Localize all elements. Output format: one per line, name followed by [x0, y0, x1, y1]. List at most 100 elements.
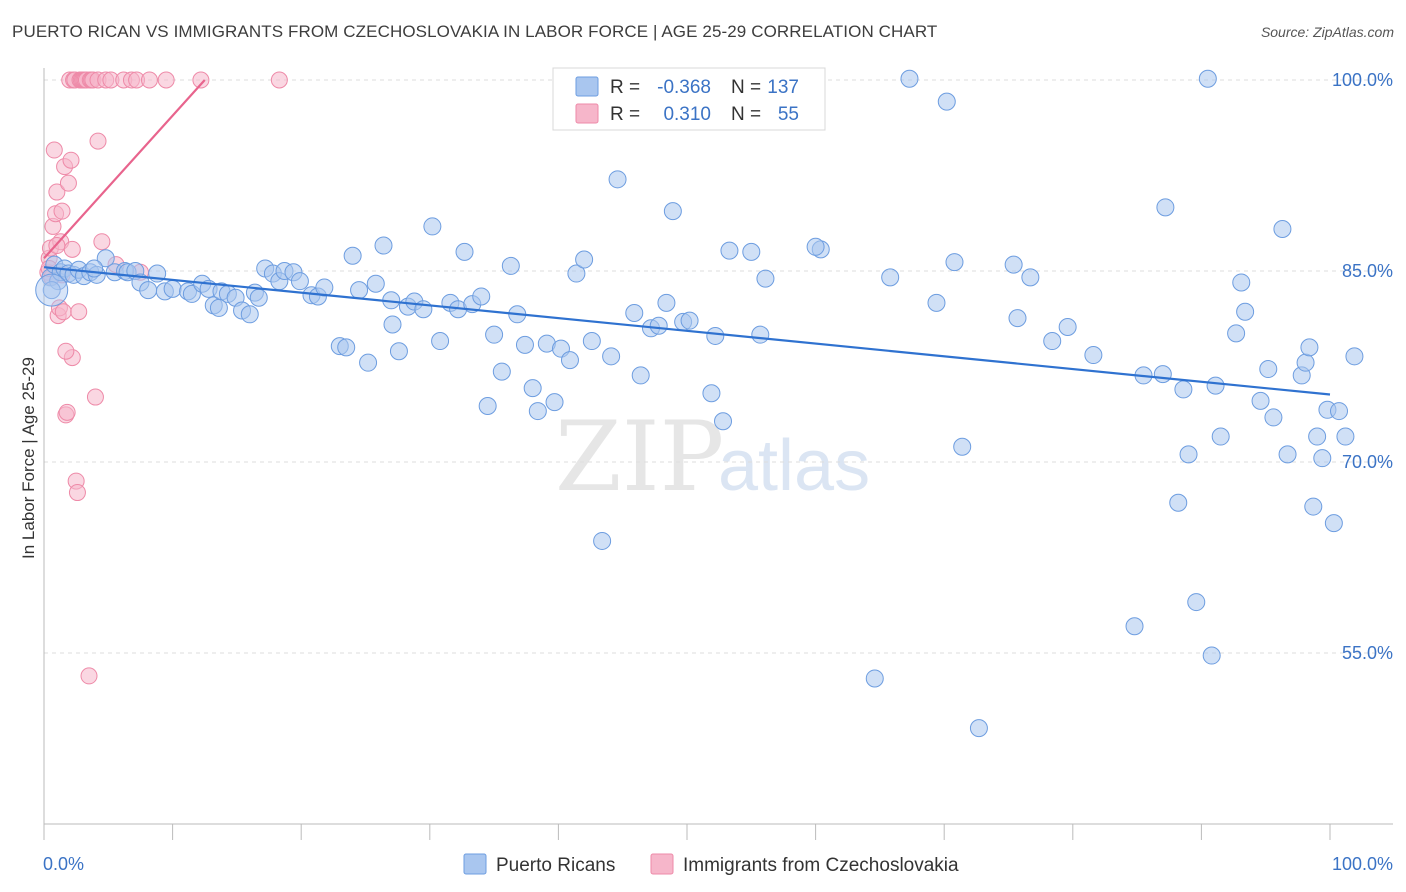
x-tick-label-max: 100.0% — [1332, 854, 1393, 874]
data-point-puerto-rican — [389, 342, 408, 361]
data-point-puerto-rican — [631, 366, 650, 385]
data-point-puerto-rican — [139, 281, 158, 300]
data-point-puerto-rican — [455, 242, 474, 261]
data-point-czechoslovakia — [86, 388, 104, 406]
data-point-puerto-rican — [1021, 268, 1040, 287]
legend-box: R = -0.368 N = 137 R = 0.310 N = 55 — [552, 67, 826, 131]
data-point-puerto-rican — [472, 287, 491, 306]
data-point-puerto-rican — [1236, 302, 1255, 321]
data-point-puerto-rican — [1259, 360, 1278, 379]
data-point-puerto-rican — [1227, 324, 1246, 343]
data-point-puerto-rican — [706, 326, 725, 345]
data-point-puerto-rican — [680, 311, 699, 330]
watermark-zip: ZIP — [555, 401, 724, 513]
data-point-puerto-rican — [249, 288, 268, 307]
bottom-legend-label-puerto-ricans: Puerto Ricans — [496, 855, 615, 876]
data-point-czechoslovakia — [53, 202, 71, 220]
data-point-puerto-rican — [582, 332, 601, 351]
data-point-puerto-rican — [1008, 309, 1027, 328]
y-axis-label: In Labor Force | Age 25-29 — [19, 357, 38, 559]
data-point-puerto-rican — [359, 353, 378, 372]
data-point-puerto-rican — [1004, 255, 1023, 274]
data-point-puerto-rican — [1174, 380, 1193, 399]
data-point-puerto-rican — [751, 325, 770, 344]
data-point-czechoslovakia — [54, 303, 72, 321]
data-point-puerto-rican — [35, 273, 69, 307]
data-point-puerto-rican — [1202, 646, 1221, 665]
data-point-puerto-rican — [1232, 273, 1251, 292]
data-point-puerto-rican — [937, 92, 956, 111]
data-point-puerto-rican — [1273, 219, 1292, 238]
data-point-puerto-rican — [702, 384, 721, 403]
data-point-czechoslovakia — [157, 71, 175, 89]
data-point-puerto-rican — [881, 268, 900, 287]
data-point-puerto-rican — [969, 719, 988, 738]
data-point-czechoslovakia — [270, 71, 288, 89]
data-point-czechoslovakia — [59, 174, 77, 192]
data-point-puerto-rican — [900, 69, 919, 88]
data-point-puerto-rican — [337, 338, 356, 357]
y-tick-label: 55.0% — [1342, 643, 1393, 663]
data-point-puerto-rican — [478, 396, 497, 415]
trendline-czechoslovakia — [43, 79, 206, 260]
data-point-puerto-rican — [1345, 347, 1364, 366]
data-point-puerto-rican — [1206, 376, 1225, 395]
chart-source: Source: ZipAtlas.com — [1260, 24, 1394, 40]
legend-swatch-pink — [575, 103, 599, 124]
data-point-puerto-rican — [163, 279, 182, 298]
axes — [43, 68, 1393, 840]
data-point-czechoslovakia — [93, 233, 111, 251]
data-point-puerto-rican — [1336, 427, 1355, 446]
y-tick-label: 70.0% — [1342, 452, 1393, 472]
chart-title: PUERTO RICAN VS IMMIGRANTS FROM CZECHOSL… — [12, 22, 938, 41]
legend-r-label: R = — [610, 77, 640, 98]
data-point-puerto-rican — [1300, 338, 1319, 357]
data-point-puerto-rican — [545, 393, 564, 412]
data-point-czechoslovakia — [140, 71, 158, 89]
data-point-puerto-rican — [560, 351, 579, 370]
data-point-czechoslovakia — [70, 303, 88, 321]
legend-n-value-blue: 137 — [767, 77, 799, 98]
data-point-czechoslovakia — [62, 151, 80, 169]
data-point-puerto-rican — [1043, 332, 1062, 351]
data-point-puerto-rican — [383, 315, 402, 334]
data-point-puerto-rican — [663, 202, 682, 221]
legend-r-value-blue: -0.368 — [657, 77, 711, 98]
data-point-puerto-rican — [523, 379, 542, 398]
data-point-puerto-rican — [1084, 346, 1103, 365]
data-point-czechoslovakia — [45, 141, 63, 159]
data-point-puerto-rican — [1278, 445, 1297, 464]
data-point-puerto-rican — [431, 332, 450, 351]
data-point-puerto-rican — [575, 250, 594, 269]
data-point-puerto-rican — [1156, 198, 1175, 217]
data-point-czechoslovakia — [58, 403, 76, 421]
data-point-puerto-rican — [1169, 493, 1188, 512]
data-point-puerto-rican — [567, 264, 586, 283]
data-point-puerto-rican — [1308, 427, 1327, 446]
data-point-czechoslovakia — [63, 240, 81, 258]
data-point-puerto-rican — [501, 256, 520, 275]
czechoslovakia-points — [39, 71, 288, 685]
data-point-puerto-rican — [1251, 391, 1270, 410]
watermark-atlas: atlas — [718, 426, 870, 506]
data-point-puerto-rican — [1211, 427, 1230, 446]
bottom-legend-swatch-pink — [650, 853, 674, 875]
legend-n-value-pink: 55 — [778, 104, 799, 125]
data-point-puerto-rican — [485, 325, 504, 344]
data-point-puerto-rican — [608, 170, 627, 189]
data-point-puerto-rican — [945, 253, 964, 272]
data-point-puerto-rican — [42, 281, 61, 300]
data-point-czechoslovakia — [89, 132, 107, 150]
x-tick-label-min: 0.0% — [43, 854, 84, 874]
data-point-puerto-rican — [649, 316, 668, 335]
data-point-czechoslovakia — [192, 71, 210, 89]
data-point-puerto-rican — [806, 237, 825, 256]
data-point-czechoslovakia — [80, 667, 98, 685]
data-point-puerto-rican — [1304, 497, 1323, 516]
data-point-puerto-rican — [1187, 593, 1206, 612]
bottom-legend-label-czechoslovakia: Immigrants from Czechoslovakia — [683, 855, 959, 876]
data-point-puerto-rican — [1058, 318, 1077, 337]
data-point-puerto-rican — [240, 305, 259, 324]
data-point-czechoslovakia — [68, 484, 86, 502]
legend-r-value-pink: 0.310 — [663, 104, 711, 125]
